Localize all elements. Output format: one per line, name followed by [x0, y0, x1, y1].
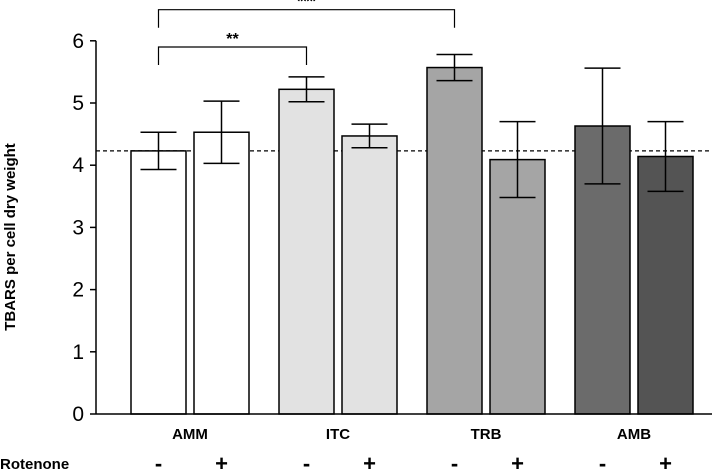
rotenone-sign-trb-0: - — [451, 451, 458, 474]
bar-amb-plus — [637, 155, 694, 415]
category-label-amb: AMB — [617, 426, 651, 443]
rotenone-row-label: Rotenone — [0, 456, 69, 473]
bar-itc-minus — [278, 88, 335, 415]
category-label-trb: TRB — [471, 426, 502, 443]
bar-itc-plus — [341, 135, 398, 415]
rotenone-sign-trb-1: + — [511, 451, 524, 474]
significance-bracket-1 — [157, 9, 456, 28]
y-tick-label-0: 0 — [72, 403, 84, 426]
y-tick-label-3: 3 — [72, 216, 84, 239]
y-tick-label-6: 6 — [72, 30, 84, 53]
rotenone-sign-itc-1: + — [363, 451, 376, 474]
rotenone-sign-amm-0: - — [155, 451, 162, 474]
rotenone-sign-amm-1: + — [215, 451, 228, 474]
category-label-amm: AMM — [172, 426, 208, 443]
bar-amm-minus — [130, 150, 187, 415]
category-label-itc: ITC — [326, 426, 350, 443]
bar-trb-plus — [489, 158, 546, 415]
bar-amm-plus — [193, 131, 250, 415]
y-tick-label-5: 5 — [72, 92, 84, 115]
y-tick-label-1: 1 — [72, 341, 84, 364]
significance-bracket-0 — [157, 46, 308, 66]
significance-label-1: *** — [297, 0, 316, 11]
rotenone-sign-amb-0: - — [599, 451, 606, 474]
bar-trb-minus — [426, 66, 483, 415]
y-tick-label-4: 4 — [72, 154, 84, 177]
y-tick-label-2: 2 — [72, 279, 84, 302]
rotenone-sign-amb-1: + — [659, 451, 672, 474]
rotenone-sign-itc-0: - — [303, 451, 310, 474]
y-axis-title: TBARS per cell dry weight — [2, 143, 19, 331]
significance-label-0: ** — [226, 31, 239, 48]
